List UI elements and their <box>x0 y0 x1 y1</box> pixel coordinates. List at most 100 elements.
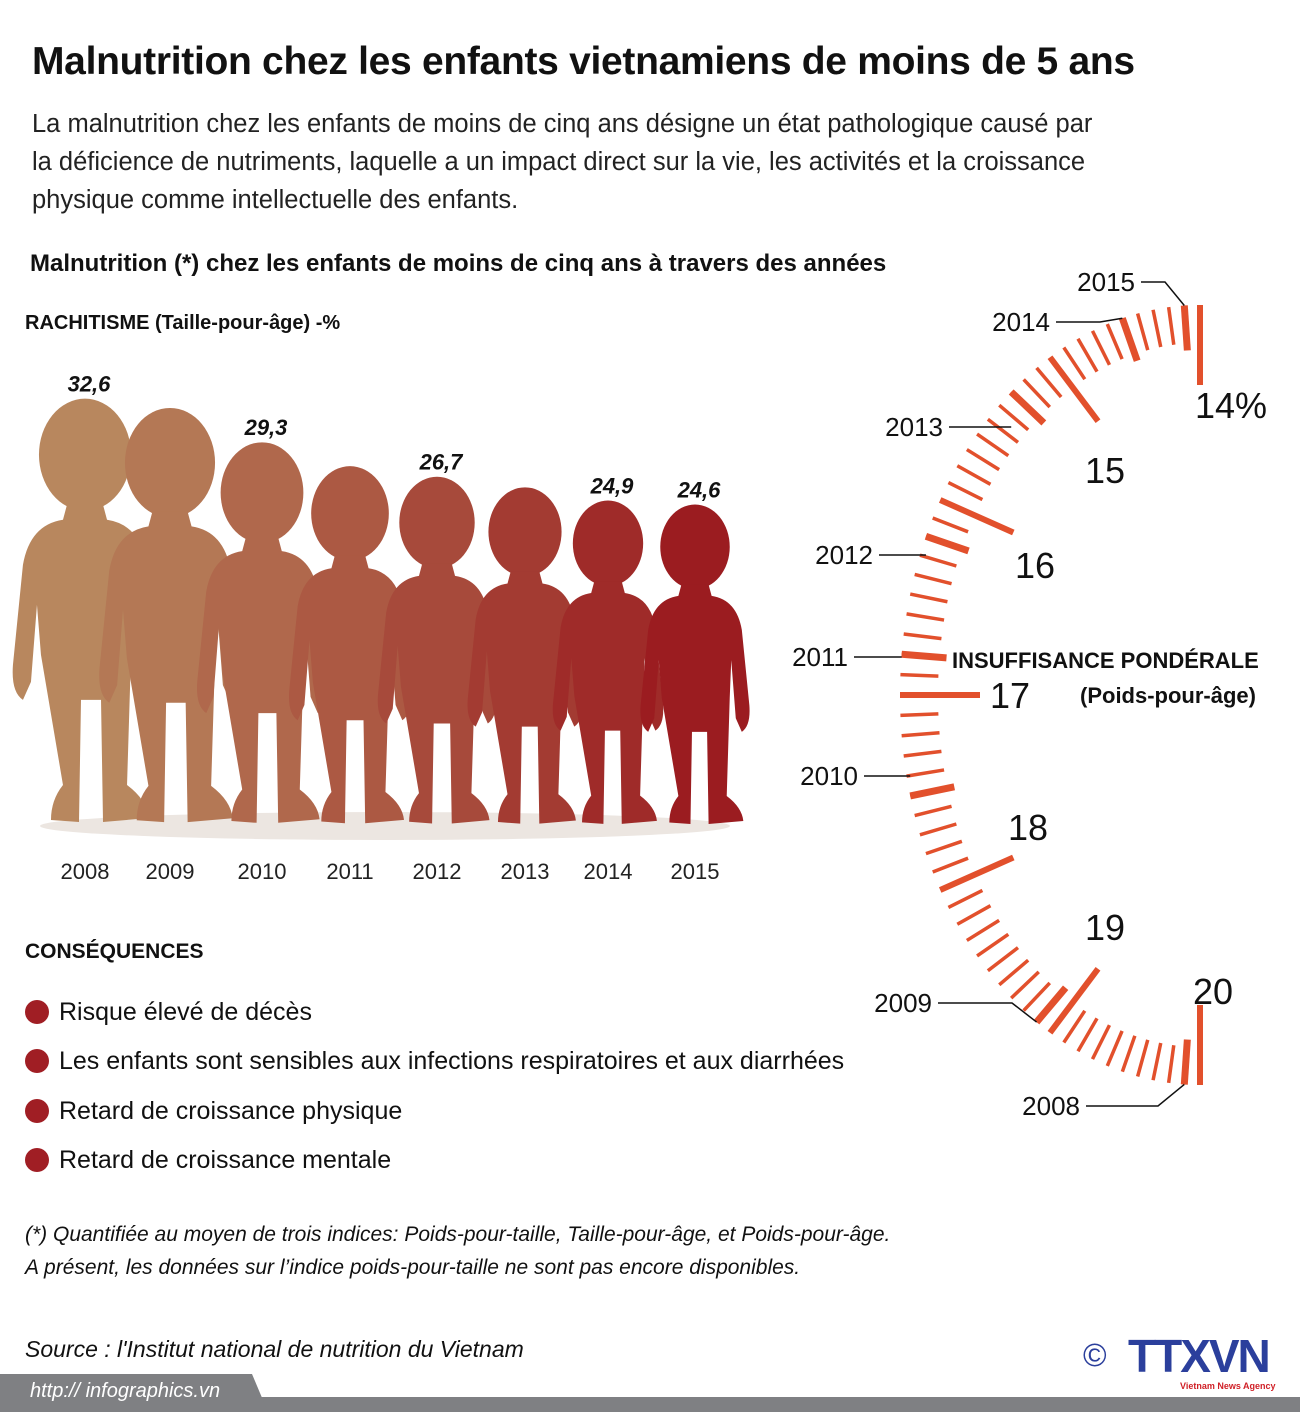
minor-tick <box>998 958 1030 987</box>
major-tick <box>1047 355 1101 424</box>
data-label: 24,6 <box>677 477 722 502</box>
minor-tick <box>919 553 957 568</box>
figure-body <box>288 555 412 824</box>
gauge-subtitle: (Poids-pour-âge) <box>1080 683 1256 708</box>
minor-tick <box>956 464 992 486</box>
x-tick-label: 2008 <box>61 859 110 884</box>
gauge-major-label: 18 <box>1008 807 1048 848</box>
x-tick-label: 2014 <box>584 859 633 884</box>
logo-tagline: Vietnam News Agency <box>1180 1381 1276 1391</box>
x-tick-label: 2012 <box>413 859 462 884</box>
minor-tick <box>1105 323 1124 360</box>
data-label: 26,7 <box>419 450 465 475</box>
stunting-figures: 32,6 2008 2009 29,3 2010 2011 26,7 2012 2013 24,9… <box>12 372 750 884</box>
year-value-tick <box>901 650 947 662</box>
minor-tick <box>1090 330 1112 366</box>
figure-body <box>377 563 497 824</box>
figure-head <box>38 398 132 511</box>
figure-body <box>640 584 750 824</box>
data-label: 24,9 <box>590 473 635 498</box>
figure-head <box>311 466 389 561</box>
minor-tick <box>901 730 940 738</box>
list-item-text: Risque élevé de décès <box>59 998 312 1026</box>
minor-tick <box>919 822 957 837</box>
x-tick-label: 2013 <box>501 859 550 884</box>
x-tick-label: 2015 <box>671 859 720 884</box>
figure-body <box>467 571 583 824</box>
minor-tick <box>947 888 984 909</box>
gauge-year-label: 2010 <box>800 761 858 791</box>
minor-tick <box>956 904 992 926</box>
minor-tick <box>925 839 963 856</box>
footer-tab <box>0 1374 268 1412</box>
year-value-tick <box>924 533 970 555</box>
child-figure-2013 <box>467 487 583 824</box>
list-item: Les enfants sont sensibles aux infection… <box>25 1047 844 1076</box>
data-label: 32,6 <box>68 372 112 397</box>
figure-head <box>488 487 562 577</box>
minor-tick <box>906 768 945 778</box>
x-tick-label: 2009 <box>146 859 195 884</box>
minor-tick <box>1090 1024 1112 1060</box>
child-figure-2010 <box>196 442 328 823</box>
year-value-tick <box>1180 305 1191 351</box>
minor-tick <box>932 856 969 874</box>
minor-tick <box>914 572 952 586</box>
minor-tick <box>1166 1044 1176 1084</box>
gauge-major-label: 15 <box>1085 450 1125 491</box>
minor-tick <box>998 403 1030 432</box>
year-value-tick <box>1119 317 1141 362</box>
data-label: 29,3 <box>244 415 288 440</box>
minor-tick <box>903 632 942 641</box>
minor-tick <box>965 918 1001 942</box>
child-figure-2012 <box>377 476 497 824</box>
year-value-tick <box>1033 985 1069 1025</box>
figure-head <box>660 504 730 590</box>
minor-tick <box>1062 1009 1087 1044</box>
bullet-icon <box>25 1000 49 1025</box>
minor-tick <box>1009 970 1040 1000</box>
bullet-icon <box>25 1099 49 1124</box>
copyright-icon: © <box>1083 1337 1107 1373</box>
page-title: Malnutrition chez les enfants vietnamien… <box>32 40 1135 83</box>
gauge-year-label: 2008 <box>1022 1091 1080 1121</box>
figure-body <box>196 537 328 823</box>
source-text: Source : l'Institut national de nutritio… <box>25 1336 524 1362</box>
minor-tick <box>1022 981 1052 1012</box>
ttxvn-logo: TTXVN <box>1128 1330 1271 1382</box>
minor-tick <box>900 672 939 678</box>
stunting-chart-title: RACHITISME (Taille-pour-âge) -% <box>25 312 341 334</box>
gauge-major-label: 19 <box>1085 907 1125 948</box>
child-figure-2015 <box>640 504 750 824</box>
minor-tick <box>903 749 942 758</box>
minor-tick <box>1120 1035 1137 1073</box>
chart-subtitle: Malnutrition (*) chez les enfants de moi… <box>30 250 887 277</box>
year-value-tick <box>1008 389 1047 426</box>
child-figure-2009 <box>99 407 241 823</box>
gauge-title: INSUFFISANCE PONDÉRALE <box>952 648 1259 673</box>
minor-tick <box>947 481 984 502</box>
minor-tick <box>976 932 1010 958</box>
consequences-title: CONSÉQUENCES <box>25 940 204 963</box>
list-item-text: Retard de croissance physique <box>59 1097 403 1125</box>
footer-strip <box>0 1397 1300 1412</box>
minor-tick <box>932 516 969 534</box>
major-tick <box>938 497 1015 536</box>
gauge-year-label: 2014 <box>992 307 1050 337</box>
figure-body <box>99 511 241 823</box>
minor-tick <box>1076 337 1099 373</box>
year-leader-line <box>1056 317 1123 323</box>
footer-bar <box>0 1374 1300 1412</box>
figure-head <box>572 500 644 587</box>
year-value-tick <box>909 783 956 800</box>
year-leader-line <box>1141 281 1185 307</box>
minor-tick <box>1022 378 1052 409</box>
footnote: (*) Quantifiée au moyen de trois indices… <box>25 1223 891 1246</box>
website-link[interactable]: http:// infographics.vn <box>30 1380 221 1402</box>
list-item-text: Les enfants sont sensibles aux infection… <box>59 1047 845 1075</box>
figure-head <box>220 442 304 544</box>
year-leader-line <box>1086 1083 1185 1107</box>
gauge-major-label: 16 <box>1015 545 1055 586</box>
minor-tick <box>986 946 1020 973</box>
